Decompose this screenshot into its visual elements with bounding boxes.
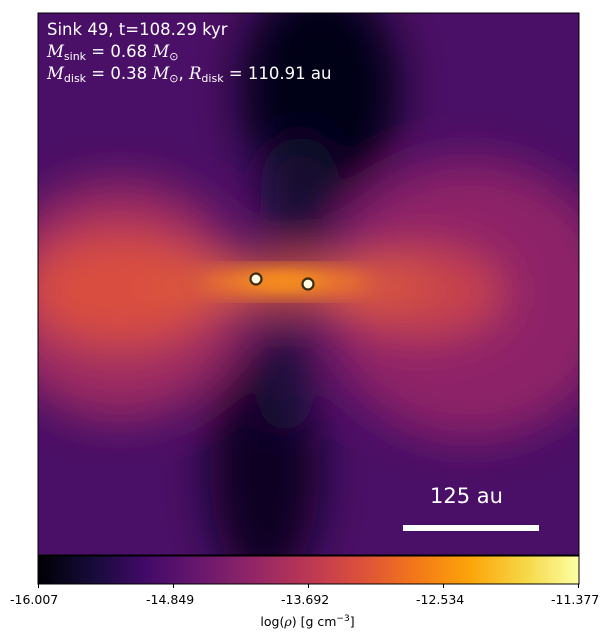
- msun-subscript: ⊙: [169, 72, 179, 85]
- sink-mass-label: Msink = 0.68 M⊙: [47, 42, 179, 63]
- colorbar-label-exponent: −3: [336, 614, 350, 624]
- r-subscript: disk: [201, 72, 224, 85]
- m-subscript: disk: [63, 72, 87, 85]
- disk-mass-value: = 0.38: [86, 64, 153, 83]
- sink-title: Sink 49, t=108.29 kyr: [47, 20, 228, 39]
- sink-particle-1: [249, 272, 263, 286]
- colorbar-tick-label: -12.534: [416, 592, 465, 607]
- colorbar-label-suffix: ]: [349, 614, 355, 630]
- colorbar-label: log(ρ) [g cm−3]: [0, 614, 615, 629]
- colorbar-tick-label: -16.007: [10, 592, 59, 607]
- scale-bar: [403, 525, 539, 531]
- sink-particle-2: [301, 277, 315, 291]
- r-symbol: R: [188, 64, 202, 83]
- rho-symbol: ρ: [284, 614, 292, 630]
- m-symbol: M: [47, 42, 64, 61]
- colorbar-tick-label: -13.692: [281, 592, 330, 607]
- colorbar-label-prefix: log(: [260, 614, 285, 630]
- m-symbol: M: [47, 64, 64, 83]
- colorbar-tick-label: -11.377: [551, 592, 600, 607]
- msun-symbol: M: [152, 64, 170, 83]
- disk-properties-label: Mdisk = 0.38 M⊙, Rdisk = 110.91 au: [47, 64, 332, 85]
- colorbar-tick-label: -14.849: [146, 592, 195, 607]
- colorbar: [37, 555, 580, 585]
- colorbar-ticks: [38, 584, 579, 588]
- sink-mass-value: = 0.68: [86, 42, 153, 61]
- map-frame: [37, 12, 580, 556]
- scale-bar-label: 125 au: [430, 484, 503, 508]
- density-map: [38, 13, 579, 555]
- m-subscript: sink: [63, 50, 87, 63]
- colorbar-label-units: ) [g cm: [291, 614, 337, 630]
- msun-symbol: M: [152, 42, 170, 61]
- comma-separator: ,: [178, 64, 189, 83]
- disk-radius-value: = 110.91 au: [223, 64, 332, 83]
- msun-subscript: ⊙: [169, 50, 179, 63]
